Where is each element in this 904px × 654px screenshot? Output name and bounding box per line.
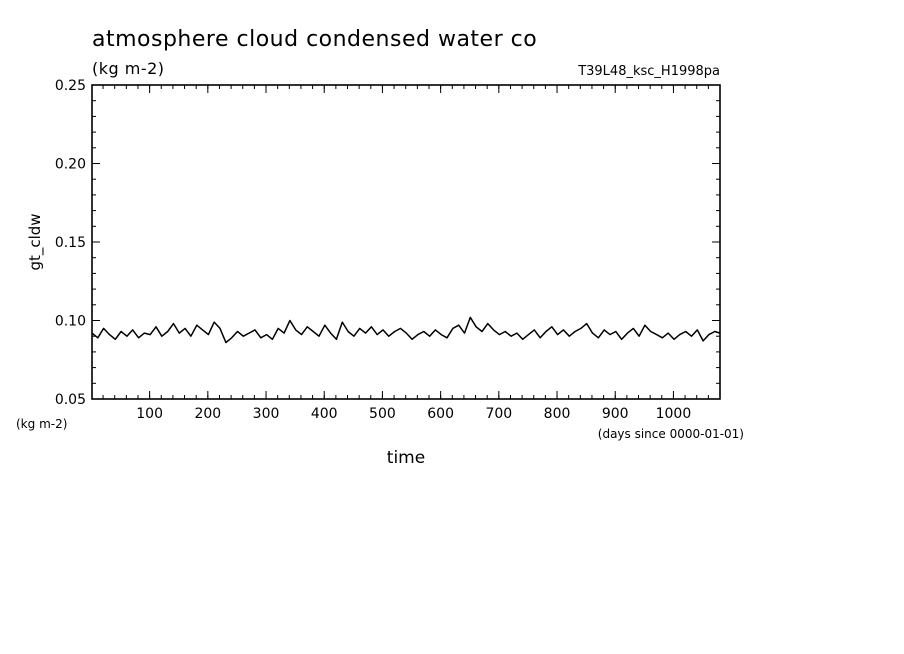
x-tick-label: 500: [369, 406, 396, 422]
x-tick-label: 200: [194, 406, 221, 422]
x-tick-label: 100: [136, 406, 163, 422]
chart-title: atmosphere cloud condensed water co: [92, 27, 537, 52]
y-tick-label: 0.05: [55, 392, 86, 408]
chart-subtitle-units: (kg m-2): [92, 59, 165, 78]
x-axis-ticks: 100 200 300 400 500 600 700 800 900 1000: [102, 85, 709, 422]
series-layer: [91, 316, 721, 344]
series-line: [91, 316, 721, 344]
x-tick-label: 300: [253, 406, 280, 422]
y-axis-units: (kg m-2): [16, 417, 67, 431]
y-axis-ticks: 0.05 0.10 0.15 0.20 0.25: [55, 78, 720, 408]
x-tick-label: 400: [311, 406, 338, 422]
y-tick-label: 0.20: [55, 157, 86, 173]
x-tick-label: 600: [427, 406, 454, 422]
y-tick-label: 0.15: [55, 235, 86, 251]
y-tick-label: 0.10: [55, 314, 86, 330]
x-tick-label: 900: [602, 406, 629, 422]
x-axis-units: (days since 0000-01-01): [598, 427, 744, 441]
y-tick-label: 0.25: [55, 78, 86, 94]
x-axis-label: time: [387, 448, 425, 468]
x-tick-label: 1000: [656, 406, 692, 422]
x-tick-label: 700: [485, 406, 512, 422]
y-axis-label: gt_cldw: [26, 213, 45, 270]
x-tick-label: 800: [544, 406, 571, 422]
plot-frame: [91, 84, 721, 400]
run-name-label: T39L48_ksc_H1998pa: [577, 64, 720, 79]
